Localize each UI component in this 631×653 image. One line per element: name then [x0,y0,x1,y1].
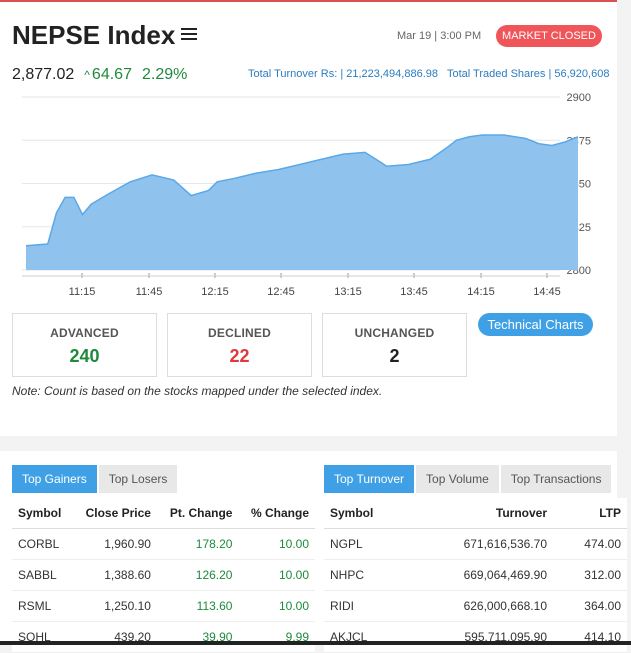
index-change: ^ 64.67 [84,66,132,83]
table-row[interactable]: SOHL 439.20 39.90 9.99 [12,621,315,653]
declined-count: 22 [229,346,250,366]
table-row[interactable]: RIDI 626,000,668.10 364.00 [324,590,627,622]
menu-icon[interactable] [181,28,197,42]
index-change-percent: 2.29% [141,66,188,83]
symbol-link[interactable]: AKJCL [324,621,409,653]
turnover-value: 671,616,536.70 [408,528,553,560]
unchanged-label: UNCHANGED [354,326,435,340]
col-close-price: Close Price [72,498,157,529]
pct-change: 10.00 [238,559,315,591]
pct-change: 10.00 [238,590,315,622]
tab-top-turnover[interactable]: Top Turnover [324,465,415,493]
table-row[interactable]: NHPC 669,064,469.90 312.00 [324,559,627,591]
symbol-link[interactable]: NHPC [324,559,409,591]
turnover-tabs: Top Turnover Top Volume Top Transactions [324,465,612,493]
top-turnover-table: Symbol Turnover LTP NGPL 671,616,536.70 47… [324,498,627,653]
col-symbol: Symbol [12,498,73,529]
turnover-value: 626,000,668.10 [408,590,553,622]
pt-change: 113.60 [156,590,239,622]
technical-charts-button[interactable]: Technical Charts [478,313,593,336]
index-card: NEPSE Index Mar 19 | 3:00 PM MARKET CLOS… [0,0,617,436]
col-pct-change: % Change [238,498,315,529]
arrow-up-icon: ^ [84,68,90,82]
declined-box: DECLINED 22 [167,313,312,377]
ltp-value: 414.10 [553,621,627,653]
count-note: Note: Count is based on the stocks mappe… [12,384,383,398]
table-row[interactable]: RSML 1,250.10 113.60 10.00 [12,590,315,622]
table-row[interactable]: CORBL 1,960.90 178.20 10.00 [12,528,315,560]
turnover-value: 669,064,469.90 [408,559,553,591]
pt-change: 178.20 [156,528,239,560]
table-row[interactable]: SABBL 1,388.60 126.20 10.00 [12,559,315,591]
advanced-label: ADVANCED [50,326,119,340]
table-row[interactable]: AKJCL 595,711,095.90 414.10 [324,621,627,653]
declined-label: DECLINED [208,326,271,340]
col-turnover: Turnover [408,498,553,529]
pct-change: 9.99 [238,621,315,653]
total-turnover: Total Turnover Rs: | 21,223,494,886.98 [248,68,438,80]
symbol-link[interactable]: RIDI [324,590,409,622]
close-price: 1,388.60 [72,559,157,591]
x-tick-label: 12:45 [267,286,295,298]
unchanged-count: 2 [389,346,400,366]
unchanged-box: UNCHANGED 2 [322,313,467,377]
ltp-value: 474.00 [553,528,627,560]
bottom-bar [0,641,631,645]
pt-change: 39.90 [156,621,239,653]
advanced-count: 240 [69,346,100,366]
symbol-link[interactable]: NGPL [324,528,409,560]
col-ltp: LTP [553,498,627,529]
market-datetime: Mar 19 | 3:00 PM [397,30,482,42]
gainers-tabs: Top Gainers Top Losers [12,465,178,493]
y-tick-label: 2900 [567,92,591,104]
table-row[interactable]: NGPL 671,616,536.70 474.00 [324,528,627,560]
x-tick-label: 11:15 [69,286,96,298]
x-tick-label: 13:45 [400,286,428,298]
area-series [26,135,578,270]
market-status-badge: MARKET CLOSED [496,25,602,47]
turnover-summary: Total Turnover Rs: | 21,223,494,886.98 T… [248,68,609,80]
tab-top-transactions[interactable]: Top Transactions [500,465,612,493]
close-price: 1,960.90 [72,528,157,560]
x-tick-label: 14:15 [467,286,495,298]
x-tick-label: 13:15 [334,286,362,298]
close-price: 1,250.10 [72,590,157,622]
area-series-line [25,134,579,247]
index-value: 2,877.02 [12,66,75,83]
pt-change: 126.20 [156,559,239,591]
ltp-value: 364.00 [553,590,627,622]
symbol-link[interactable]: SABBL [12,559,73,591]
x-tick-label: 14:45 [533,286,561,298]
tab-top-losers[interactable]: Top Losers [98,465,178,493]
x-tick-label: 11:45 [136,286,163,298]
x-tick-label: 12:15 [201,286,229,298]
col-pt-change: Pt. Change [156,498,239,529]
advanced-box: ADVANCED 240 [12,313,157,377]
top-gainers-table: Symbol Close Price Pt. Change % Change C… [12,498,315,653]
close-price: 439.20 [72,621,157,653]
index-summary: 2,877.02 ^ 64.67 2.29% [12,66,187,84]
symbol-link[interactable]: CORBL [12,528,73,560]
col-symbol: Symbol [324,498,409,529]
tab-top-gainers[interactable]: Top Gainers [12,465,97,493]
turnover-value: 595,711,095.90 [408,621,553,653]
tab-top-volume[interactable]: Top Volume [416,465,499,493]
symbol-link[interactable]: RSML [12,590,73,622]
symbol-link[interactable]: SOHL [12,621,73,653]
page-title: NEPSE Index [12,20,176,50]
pct-change: 10.00 [238,528,315,560]
total-traded-shares: Total Traded Shares | 56,920,608 [446,68,610,80]
ltp-value: 312.00 [553,559,627,591]
